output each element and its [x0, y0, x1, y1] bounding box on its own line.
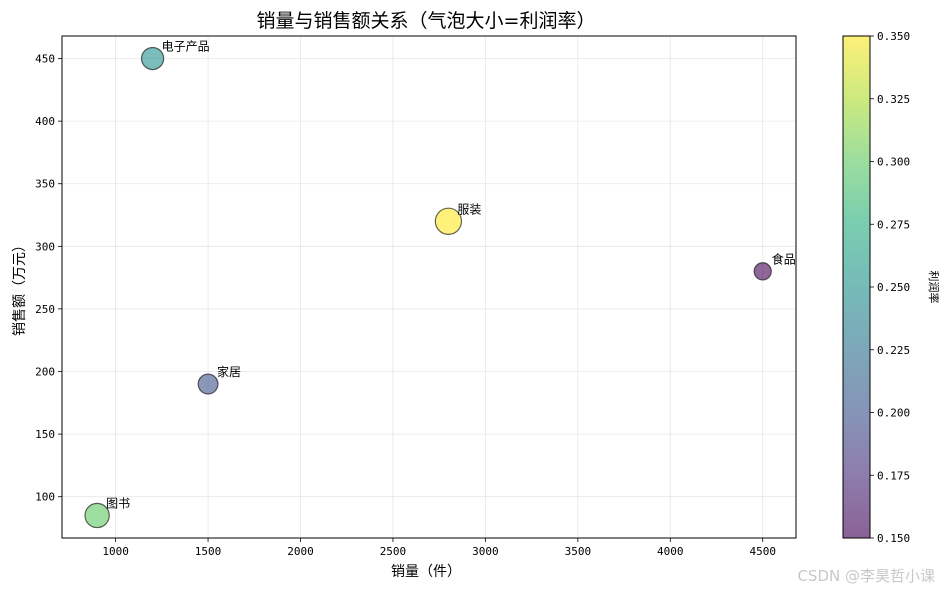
x-axis-ticks: 1000 1500 2000 2500 3000 3500 4000 4500: [102, 538, 776, 558]
bubble-label: 家居: [217, 364, 241, 379]
colorbar-tick-label: 0.350: [877, 30, 910, 43]
x-tick-label: 3500: [565, 545, 592, 558]
x-tick-label: 2000: [287, 545, 314, 558]
y-axis-ticks: 100 150 200 250 300 350 400 450: [35, 53, 62, 504]
chart-title: 销量与销售额关系（气泡大小=利润率）: [257, 10, 596, 32]
x-tick-label: 4500: [749, 545, 776, 558]
bubble-point: [434, 207, 463, 235]
x-tick-label: 1500: [195, 545, 222, 558]
x-tick-label: 4000: [657, 545, 684, 558]
x-tick-label: 1000: [102, 545, 129, 558]
bubble-label: 服装: [457, 202, 481, 216]
colorbar-tick-label: 0.150: [877, 532, 910, 545]
y-tick-label: 100: [35, 491, 55, 504]
x-tick-label: 3000: [472, 545, 499, 558]
x-tick-label: 2500: [380, 545, 407, 558]
bubble-point: [197, 373, 219, 395]
y-axis-label: 销售额（万元）: [12, 238, 28, 336]
bubble-point: [84, 502, 110, 529]
colorbar-tick-label: 0.275: [877, 218, 910, 231]
bubble-point: [140, 46, 165, 71]
y-tick-label: 300: [35, 240, 55, 253]
y-tick-label: 200: [35, 366, 55, 379]
colorbar-tick-label: 0.225: [877, 344, 910, 357]
colorbar-gradient: [843, 36, 870, 538]
y-tick-label: 250: [35, 303, 55, 316]
colorbar-tick-label: 0.300: [877, 156, 910, 169]
bubble-point: [753, 262, 772, 281]
y-tick-label: 400: [35, 115, 55, 128]
plot-frame: [61, 35, 797, 539]
colorbar: 0.150 0.175 0.200 0.225 0.250 0.275 0.300 0.325…: [842, 30, 939, 545]
colorbar-tick-label: 0.175: [877, 469, 910, 482]
y-tick-label: 450: [35, 53, 55, 66]
y-tick-label: 150: [35, 428, 55, 441]
bubble-label: 食品: [772, 251, 796, 266]
bubble-label: 图书: [106, 496, 130, 510]
watermark: CSDN @李昊哲小课: [797, 567, 935, 585]
colorbar-label: 利润率: [927, 271, 939, 304]
colorbar-tick-label: 0.200: [877, 407, 910, 420]
y-tick-label: 350: [35, 178, 55, 191]
grid: [62, 36, 796, 538]
x-axis-label: 销量（件）: [391, 564, 461, 580]
colorbar-ticks: 0.150 0.175 0.200 0.225 0.250 0.275 0.300 0.325…: [870, 30, 910, 545]
data-points: [84, 46, 772, 529]
bubble-label: 电子产品: [162, 40, 210, 54]
colorbar-tick-label: 0.250: [877, 281, 910, 294]
colorbar-tick-label: 0.325: [877, 93, 910, 106]
